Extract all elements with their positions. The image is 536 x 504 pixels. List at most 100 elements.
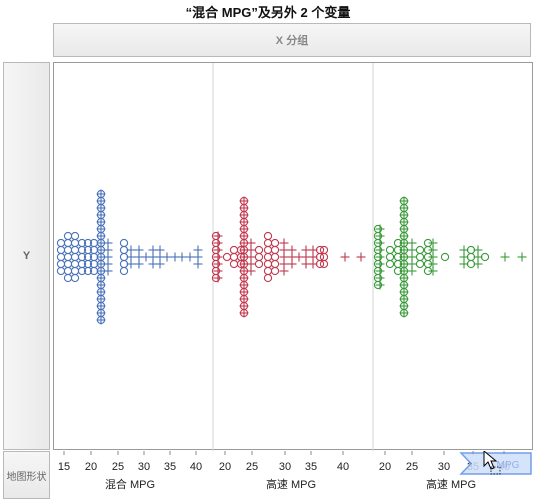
- dot-marker-plus: [126, 259, 136, 269]
- dot-marker-circle: [229, 259, 239, 269]
- mouse-cursor-icon: [483, 449, 501, 475]
- dot-marker-circle: [319, 259, 329, 269]
- dot-marker-circle: [77, 266, 87, 276]
- dot-marker-plus: [287, 259, 297, 269]
- x-group-label: X 分组: [275, 35, 309, 47]
- dot-marker-circle: [56, 238, 66, 248]
- dot-marker-plus: [340, 252, 350, 262]
- dot-marker-circle: [63, 273, 73, 283]
- dot-marker-circle: [222, 252, 232, 262]
- dot-marker-circle: [119, 238, 129, 248]
- dot-marker-circle: [415, 259, 425, 269]
- y-drop-label: Y: [22, 250, 31, 262]
- dot-marker-circle: [63, 252, 73, 262]
- map-shape-label: 地图形状: [6, 471, 47, 483]
- dot-marker-circle: [270, 245, 280, 255]
- axis-tick-label: 25: [112, 461, 124, 473]
- axis-tick-label: 35: [305, 461, 317, 473]
- dot-marker-circle: [229, 245, 239, 255]
- dot-marker-plus: [356, 252, 366, 262]
- y-drop-zone[interactable]: Y: [3, 62, 50, 450]
- axis-panel-label: 高速 MPG: [266, 477, 316, 491]
- dot-marker-plus: [407, 266, 417, 276]
- axis-tick-label: 30: [138, 461, 150, 473]
- graph-title: “混合 MPG”及另外 2 个变量: [185, 5, 351, 20]
- axis-tick-label: 15: [58, 461, 70, 473]
- dot-marker-circle: [415, 245, 425, 255]
- dot-marker-circle: [270, 259, 280, 269]
- dot-plot: [56, 63, 527, 451]
- axis-tick-label: 25: [246, 461, 258, 473]
- drop-zone-text: MPG: [497, 460, 520, 471]
- dot-marker-circle: [263, 238, 273, 248]
- dot-marker-circle: [63, 231, 73, 241]
- axis-tick-label: 20: [85, 461, 97, 473]
- dot-marker-circle: [119, 266, 129, 276]
- dot-marker-circle: [270, 266, 280, 276]
- dot-marker-circle: [63, 245, 73, 255]
- dot-marker-plus: [375, 280, 385, 290]
- panel-markers: [211, 196, 366, 318]
- dot-marker-circle: [270, 238, 280, 248]
- axis-tick-label: 30: [438, 461, 450, 473]
- drop-zone-highlight: MPG: [459, 452, 532, 475]
- dot-marker-circle: [70, 252, 80, 262]
- dot-marker-plus: [213, 273, 223, 283]
- panel-markers: [56, 189, 203, 325]
- dot-marker-circle: [263, 245, 273, 255]
- dot-marker-circle: [440, 252, 450, 262]
- plot-area[interactable]: [53, 62, 533, 451]
- axis-tick-label: 40: [190, 461, 202, 473]
- dot-marker-circle: [56, 252, 66, 262]
- dot-marker-circle: [70, 231, 80, 241]
- axis-panel-label: 高速 MPG: [426, 477, 476, 491]
- axis-tick-label: 40: [337, 461, 349, 473]
- dot-marker-plus: [155, 259, 165, 269]
- dot-marker-plus: [177, 252, 187, 262]
- dot-marker-circle: [63, 259, 73, 269]
- map-shape-zone[interactable]: 地图形状: [3, 451, 50, 499]
- dot-marker-plus: [185, 252, 195, 262]
- dot-marker-circle: [229, 252, 239, 262]
- dot-marker-circle: [70, 266, 80, 276]
- axis-panel: 20 25 30 35 40 高速 MPG: [219, 451, 349, 491]
- dot-marker-circle: [385, 245, 395, 255]
- x-group-zone[interactable]: X 分组: [53, 23, 531, 57]
- dot-marker-circle: [63, 238, 73, 248]
- dot-marker-plus: [193, 259, 203, 269]
- dot-marker-plus: [399, 308, 409, 318]
- dot-marker-plus: [473, 259, 483, 269]
- dot-marker-circle: [385, 252, 395, 262]
- dot-marker-circle: [70, 273, 80, 283]
- dot-marker-plus: [103, 266, 113, 276]
- dot-marker-circle: [70, 245, 80, 255]
- dot-marker-circle: [56, 259, 66, 269]
- dot-marker-circle: [480, 252, 490, 262]
- dot-marker-circle: [263, 273, 273, 283]
- dot-marker-plus: [162, 252, 172, 262]
- dot-marker-circle: [385, 259, 395, 269]
- dot-marker-circle: [254, 252, 264, 262]
- axis-tick-label: 30: [279, 461, 291, 473]
- dot-marker-plus: [428, 266, 438, 276]
- axis-tick-label: 20: [219, 461, 231, 473]
- dot-marker-circle: [70, 259, 80, 269]
- dot-marker-circle: [63, 266, 73, 276]
- dot-marker-circle: [270, 252, 280, 262]
- dot-marker-circle: [254, 259, 264, 269]
- axis-tick-label: 35: [164, 461, 176, 473]
- dot-marker-plus: [96, 315, 106, 325]
- dot-marker-circle: [70, 238, 80, 248]
- dot-marker-circle: [56, 245, 66, 255]
- dot-marker-circle: [83, 266, 93, 276]
- dot-marker-plus: [500, 252, 510, 262]
- dot-marker-circle: [263, 259, 273, 269]
- axis-tick-label: 20: [379, 461, 391, 473]
- dot-marker-circle: [263, 231, 273, 241]
- panel-markers: [373, 196, 527, 318]
- dot-marker-circle: [56, 266, 66, 276]
- dot-marker-circle: [415, 252, 425, 262]
- axis-tick-label: 25: [406, 461, 418, 473]
- x-axis-area[interactable]: 15 20 25 30 35 40 混合 MPG 20 25 30 35 40 高速 MPG 20 25 30…: [53, 449, 533, 499]
- axis-panel-label: 混合 MPG: [105, 477, 155, 491]
